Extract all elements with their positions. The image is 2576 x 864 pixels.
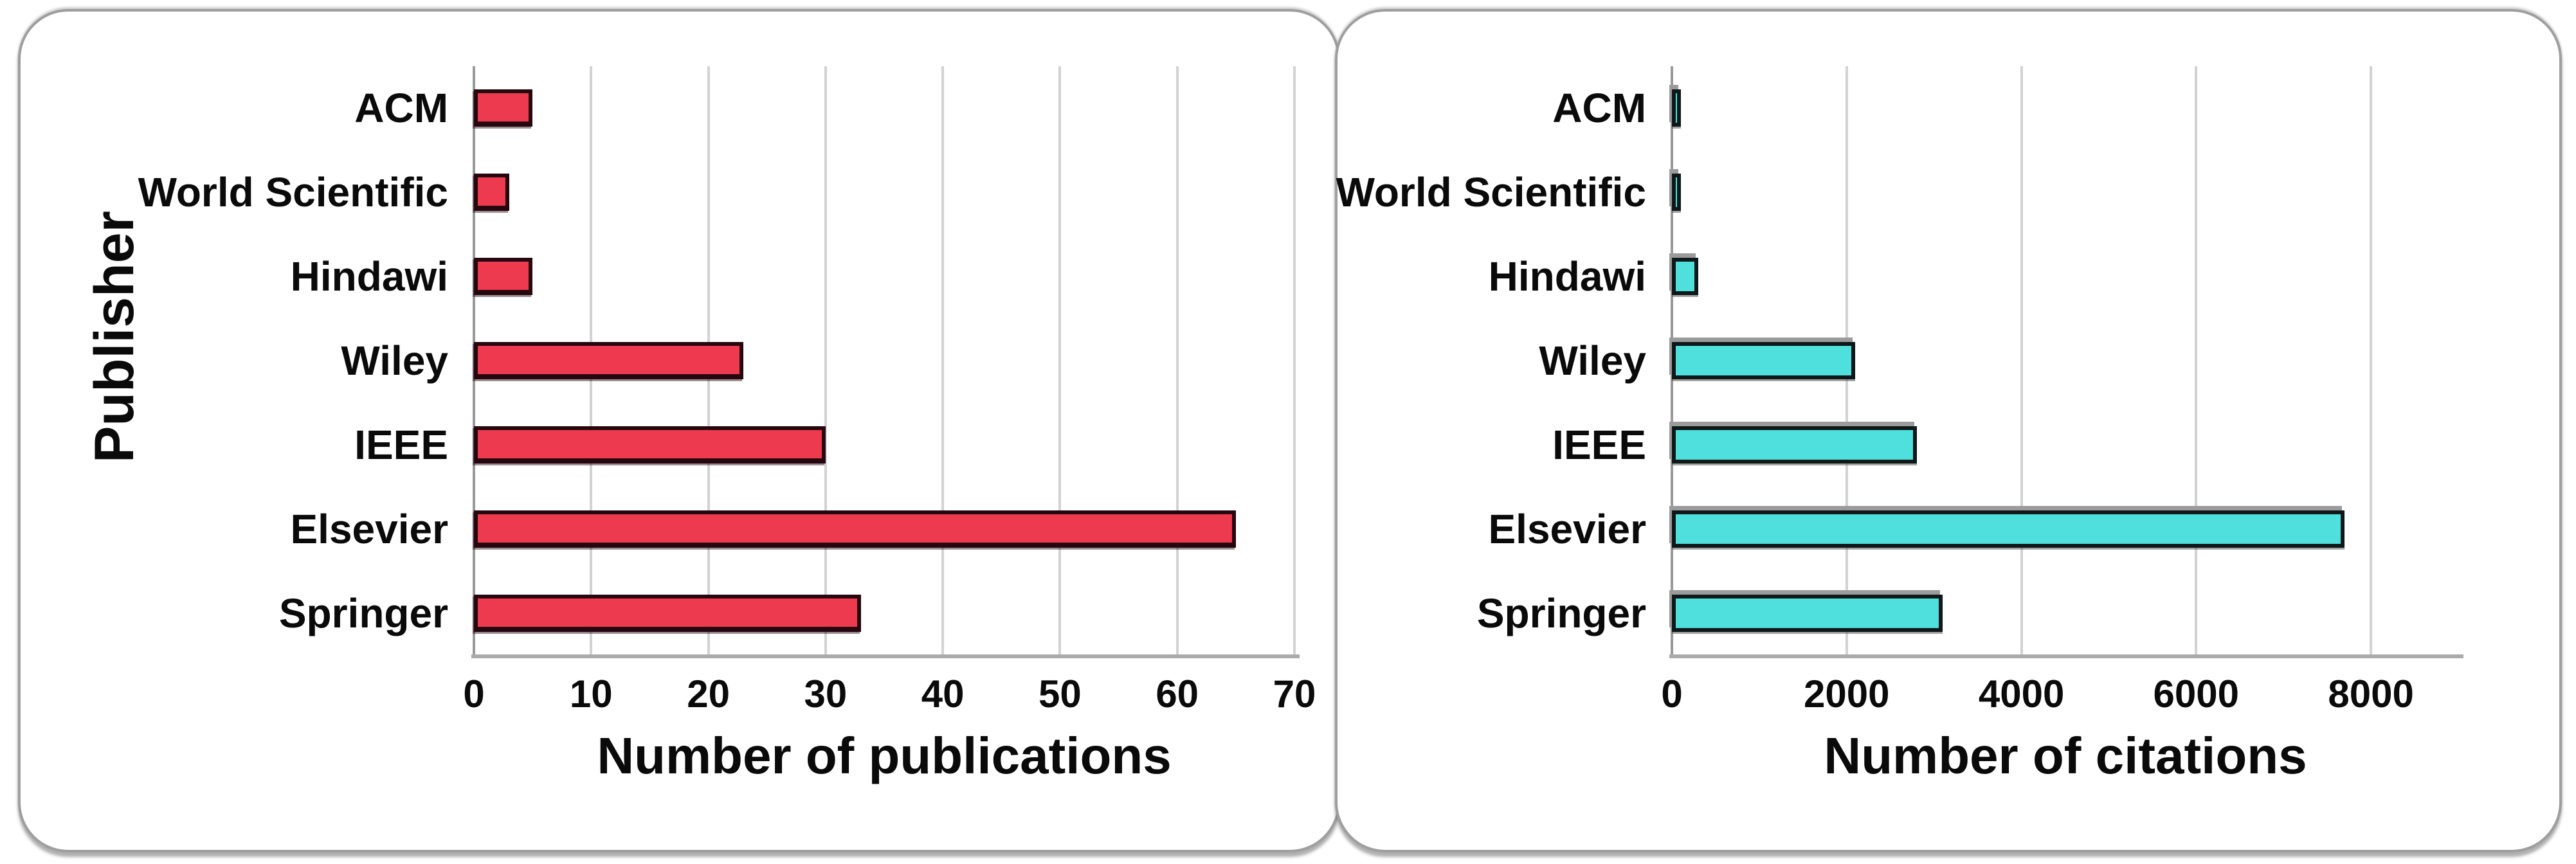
category-label-springer: Springer [1476,590,1646,636]
x-tick-2000: 2000 [1804,672,1890,716]
x-axis-line [471,654,1300,658]
citations-chart-panel [1335,9,2562,852]
x-axis-line [1669,654,2463,658]
bar-elsevier [1672,510,2345,548]
category-label-ieee: IEEE [1552,421,1646,468]
category-label-springer: Springer [278,590,448,636]
category-label-world-scientific: World Scientific [1336,169,1646,216]
bar-hindawi [1672,258,1698,296]
gridline-x-50 [1058,66,1062,655]
category-label-hindawi: Hindawi [1488,253,1646,300]
bar-wiley [1672,342,1856,379]
category-label-hindawi: Hindawi [290,253,448,300]
x-tick-8000: 8000 [2328,672,2414,716]
publications-ylabel: Publisher [84,211,145,463]
bar-ieee [474,426,826,464]
category-label-world-scientific: World Scientific [138,169,448,216]
gridline-x-8000 [2370,66,2373,655]
bar-world-scientific [474,174,509,212]
gridline-x-60 [1175,66,1179,655]
gridline-x-30 [824,66,827,655]
category-label-elsevier: Elsevier [1488,505,1646,552]
bar-world-scientific [1672,174,1681,212]
x-tick-60: 60 [1156,672,1199,716]
category-label-elsevier: Elsevier [290,505,448,552]
citations-xlabel: Number of citations [1824,727,2307,784]
x-tick-30: 30 [804,672,848,716]
bar-springer [1672,594,1943,632]
category-label-acm: ACM [1552,85,1646,132]
bar-springer [474,594,861,632]
x-tick-4000: 4000 [1978,672,2065,716]
bar-acm [474,89,533,127]
publications-xlabel: Number of publications [597,727,1172,784]
bar-acm [1672,89,1681,127]
plot-area [1669,66,2463,658]
x-tick-70: 70 [1273,672,1316,716]
gridline-x-70 [1293,66,1296,655]
x-tick-40: 40 [921,672,965,716]
gridline-x-6000 [2195,66,2198,655]
bar-elsevier [474,510,1236,548]
category-label-wiley: Wiley [341,338,448,384]
bar-hindawi [474,258,533,296]
gridline-x-40 [941,66,945,655]
category-label-wiley: Wiley [1539,338,1646,384]
plot-area [471,66,1300,658]
bar-ieee [1672,426,1917,464]
x-tick-0: 0 [1661,672,1683,716]
x-tick-6000: 6000 [2153,672,2240,716]
x-tick-20: 20 [687,672,730,716]
x-tick-50: 50 [1039,672,1082,716]
category-label-acm: ACM [354,85,448,132]
x-tick-10: 10 [569,672,613,716]
category-label-ieee: IEEE [354,421,448,468]
gridline-x-4000 [2020,66,2023,655]
x-tick-0: 0 [463,672,485,716]
bar-wiley [474,342,744,379]
